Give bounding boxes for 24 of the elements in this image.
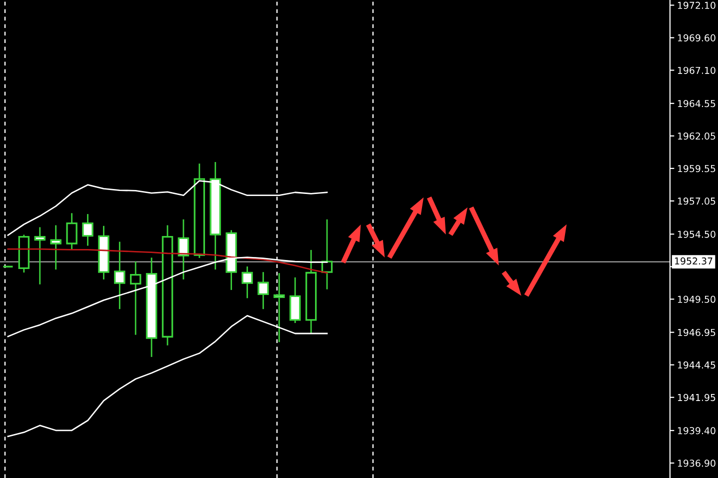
candlestick	[321, 219, 333, 290]
ref-line-label: 1952.37	[675, 257, 712, 265]
y-tick-label: 1964.55	[678, 100, 716, 108]
candlestick	[130, 262, 142, 335]
candlestick	[258, 272, 269, 310]
y-tick-label: 1954.50	[678, 230, 716, 238]
candlestick	[34, 227, 46, 284]
y-tick-label: 1946.95	[678, 328, 716, 336]
y-tick-label: 1962.05	[678, 132, 716, 140]
y-tick-label: 1936.90	[678, 460, 716, 467]
candlestick	[290, 277, 301, 324]
y-tick-label: 1972.10	[678, 2, 716, 9]
y-tick-label: 1949.50	[678, 296, 716, 303]
y-tick-label: 1941.95	[678, 394, 716, 402]
y-tick-label: 1959.55	[678, 165, 716, 172]
candlestick	[242, 266, 253, 298]
y-tick-label: 1957.05	[678, 198, 716, 205]
candlestick	[82, 214, 94, 246]
y-tick-label: 1969.60	[678, 34, 716, 42]
candlestick	[50, 225, 62, 270]
y-tick-label: 1939.40	[678, 427, 716, 434]
candlestick	[66, 213, 78, 250]
y-tick-label: 1967.10	[678, 66, 716, 74]
y-tick-label: 1944.45	[678, 361, 716, 369]
